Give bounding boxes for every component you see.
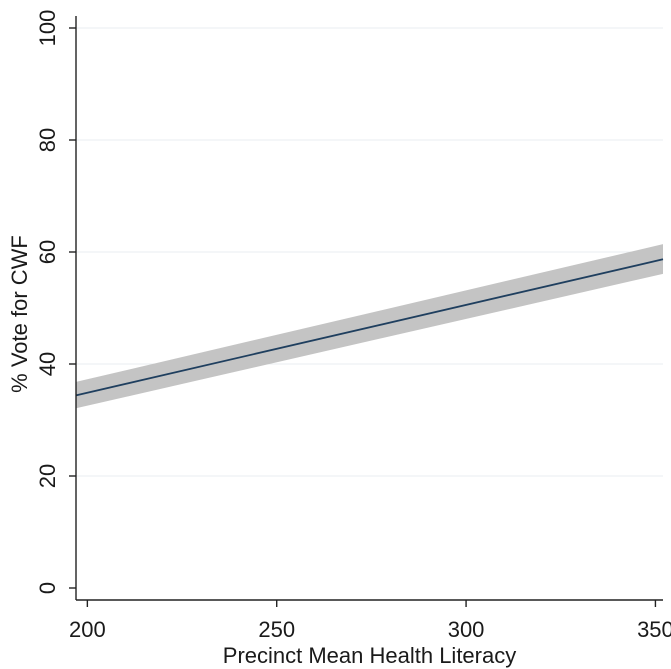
x-tick-label: 200 <box>69 617 106 642</box>
x-axis-title: Precinct Mean Health Literacy <box>223 643 516 668</box>
axes <box>75 16 663 601</box>
y-tick-label: 0 <box>35 582 60 594</box>
x-tick-label: 350 <box>637 617 671 642</box>
grid-lines <box>76 27 663 477</box>
confidence-band <box>76 244 663 409</box>
x-tick-label: 250 <box>258 617 295 642</box>
x-tick-label: 300 <box>448 617 485 642</box>
y-tick-label: 40 <box>35 352 60 376</box>
y-tick-label: 20 <box>35 464 60 488</box>
y-axis-title: % Vote for CWF <box>7 235 32 393</box>
x-axis-ticks: 200 250 300 350 <box>69 600 671 642</box>
y-tick-label: 60 <box>35 240 60 264</box>
y-tick-label: 80 <box>35 128 60 152</box>
y-tick-label: 100 <box>35 10 60 47</box>
y-axis-ticks: 0 20 40 60 80 100 <box>35 10 76 594</box>
fitted-line <box>75 258 664 397</box>
